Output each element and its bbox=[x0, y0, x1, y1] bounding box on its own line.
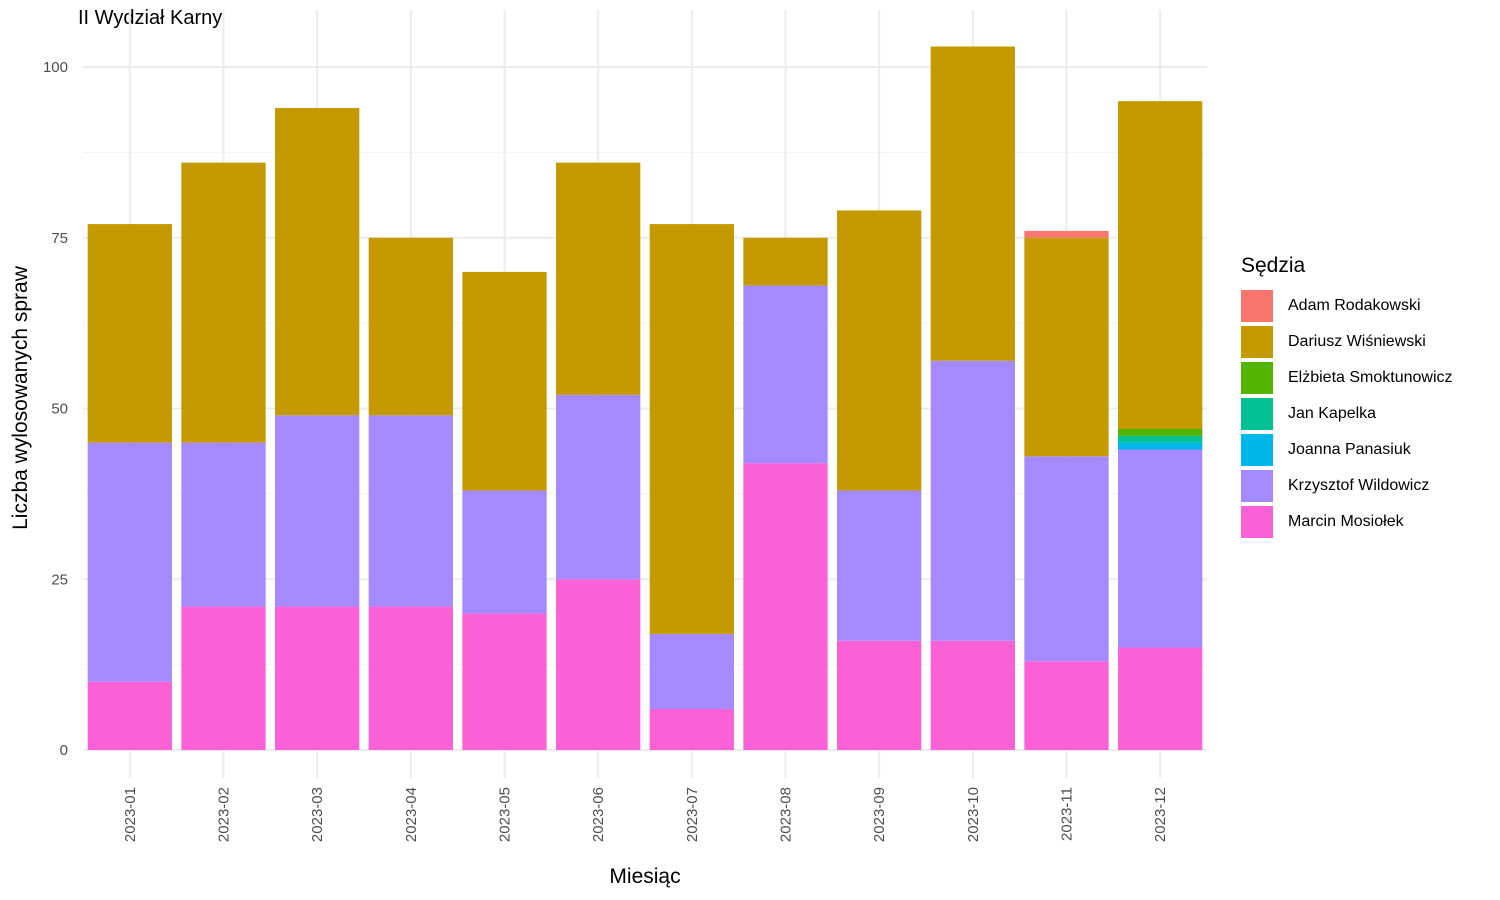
legend-label: Joanna Panasiuk bbox=[1288, 441, 1411, 458]
legend-label: Krzysztof Wildowicz bbox=[1288, 477, 1430, 494]
y-tick-label: 100 bbox=[43, 59, 68, 76]
bar-segment bbox=[837, 210, 922, 491]
bar-segment bbox=[837, 490, 922, 641]
x-tick-label: 2023-10 bbox=[965, 787, 982, 842]
legend-key bbox=[1241, 434, 1273, 466]
bar-segment bbox=[930, 360, 1015, 641]
bar-segment bbox=[556, 579, 641, 750]
legend-key bbox=[1241, 326, 1273, 358]
bar-segment bbox=[649, 224, 734, 634]
bar-segment bbox=[743, 285, 828, 464]
x-tick-label: 2023-09 bbox=[871, 787, 888, 842]
legend-label: Elżbieta Smoktunowicz bbox=[1288, 369, 1453, 386]
x-tick-label: 2023-02 bbox=[216, 787, 233, 842]
bar-segment bbox=[462, 490, 547, 614]
y-tick-label: 50 bbox=[51, 401, 68, 418]
bar-segment bbox=[462, 613, 547, 750]
bar-segment bbox=[275, 107, 360, 416]
bar-segment bbox=[275, 606, 360, 750]
y-axis-label: Liczba wylosowanych spraw bbox=[9, 266, 32, 530]
legend: Sędzia Adam Rodakowski Dariusz Wiśniewski… bbox=[1241, 254, 1453, 540]
bar-segment bbox=[462, 271, 547, 491]
bar-segment bbox=[649, 709, 734, 750]
bar-segment bbox=[556, 162, 641, 395]
y-tick-label: 0 bbox=[60, 742, 68, 759]
x-tick-label: 2023-01 bbox=[122, 787, 139, 842]
legend-item: Joanna Panasiuk bbox=[1241, 432, 1453, 468]
legend-items: Adam Rodakowski Dariusz Wiśniewski Elżbiet… bbox=[1241, 288, 1453, 540]
bar-segment bbox=[930, 46, 1015, 361]
legend-item: Adam Rodakowski bbox=[1241, 288, 1453, 324]
bar-segment bbox=[1118, 428, 1203, 436]
legend-key bbox=[1241, 506, 1273, 538]
legend-item: Dariusz Wiśniewski bbox=[1241, 324, 1453, 360]
bar-segment bbox=[181, 442, 266, 607]
legend-item: Marcin Mosiołek bbox=[1241, 504, 1453, 540]
bar-segment bbox=[837, 640, 922, 750]
legend-label: Dariusz Wiśniewski bbox=[1288, 333, 1426, 350]
bar-segment bbox=[1118, 647, 1203, 750]
bar-segment bbox=[1024, 230, 1109, 238]
bar-segment bbox=[556, 394, 641, 580]
x-axis-label: Miesiąc bbox=[609, 865, 681, 888]
y-tick-label: 75 bbox=[51, 230, 68, 247]
x-tick-label: 2023-05 bbox=[497, 787, 514, 842]
x-tick-label: 2023-11 bbox=[1059, 787, 1076, 841]
bar-segment bbox=[87, 442, 172, 682]
x-tick-label: 2023-03 bbox=[309, 787, 326, 842]
legend-key bbox=[1241, 362, 1273, 394]
legend-item: Elżbieta Smoktunowicz bbox=[1241, 360, 1453, 396]
bar-segment bbox=[1118, 442, 1203, 450]
x-tick-label: 2023-06 bbox=[590, 787, 607, 842]
bar-segment bbox=[1118, 435, 1203, 443]
y-tick-label: 25 bbox=[51, 571, 68, 588]
legend-key bbox=[1241, 290, 1273, 322]
bar-segment bbox=[1118, 101, 1203, 429]
legend-label: Jan Kapelka bbox=[1288, 405, 1377, 422]
chart-title: II Wydział Karny bbox=[78, 7, 223, 29]
bar-segment bbox=[87, 224, 172, 443]
bar-segment bbox=[181, 162, 266, 443]
bar-segment bbox=[181, 606, 266, 750]
legend-title: Sędzia bbox=[1241, 254, 1306, 277]
legend-item: Jan Kapelka bbox=[1241, 396, 1453, 432]
bar-segment bbox=[368, 237, 453, 416]
x-tick-label: 2023-07 bbox=[684, 787, 701, 842]
bar-segment bbox=[743, 463, 828, 750]
bar-segment bbox=[275, 415, 360, 607]
bar-segment bbox=[1118, 449, 1203, 648]
x-tick-label: 2023-08 bbox=[778, 787, 795, 842]
x-tick-label: 2023-04 bbox=[403, 787, 420, 842]
bar-segment bbox=[368, 606, 453, 750]
bar-segment bbox=[1024, 661, 1109, 750]
bar-segment bbox=[1024, 237, 1109, 457]
bar-segment bbox=[1024, 456, 1109, 662]
legend-item: Krzysztof Wildowicz bbox=[1241, 468, 1453, 504]
legend-key bbox=[1241, 398, 1273, 430]
bar-segment bbox=[743, 237, 828, 286]
x-tick-label: 2023-12 bbox=[1152, 787, 1169, 842]
bar-segment bbox=[930, 640, 1015, 750]
bar-segment bbox=[368, 415, 453, 607]
legend-label: Adam Rodakowski bbox=[1288, 297, 1421, 314]
legend-key bbox=[1241, 470, 1273, 502]
bar-segment bbox=[649, 633, 734, 710]
bar-segment bbox=[87, 681, 172, 750]
legend-label: Marcin Mosiołek bbox=[1288, 513, 1404, 530]
